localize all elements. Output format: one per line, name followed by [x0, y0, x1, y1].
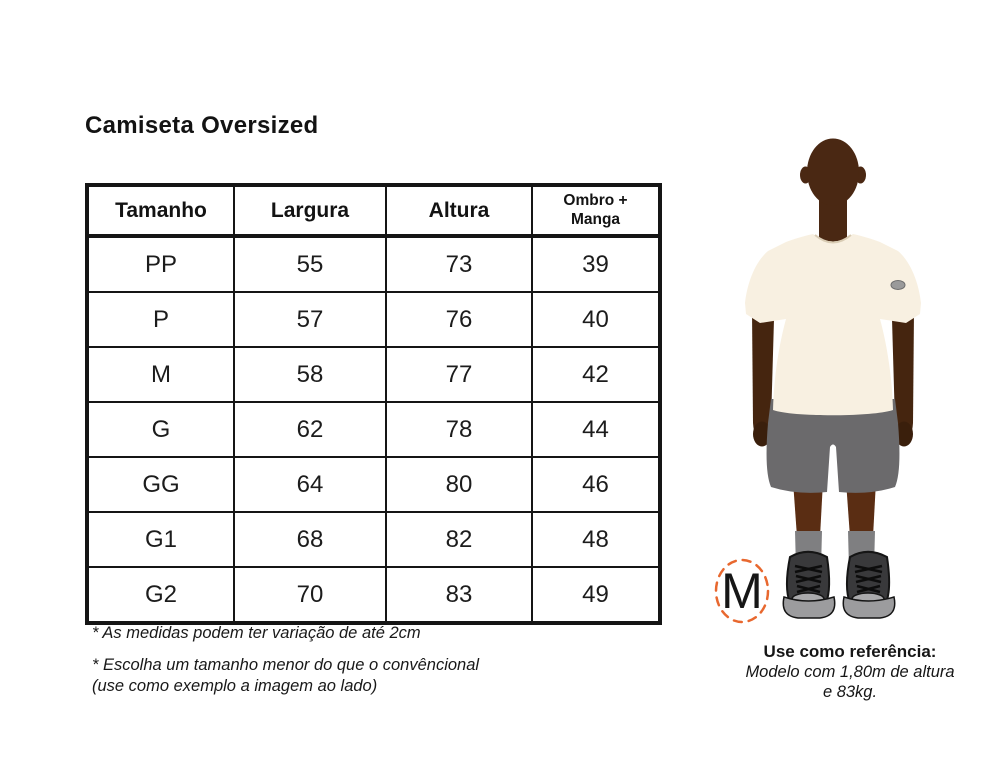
model-right-hand [895, 421, 913, 447]
right-sneaker-sole [842, 596, 896, 619]
right-sneaker-body [846, 550, 891, 604]
measurement-cell: 49 [531, 566, 661, 624]
measurement-cell: 82 [385, 511, 533, 568]
left-sneaker [782, 550, 836, 619]
table-row: PP 55 73 39 [86, 235, 661, 293]
reference-caption-line2: e 83kg. [822, 683, 878, 701]
model-right-arm [892, 311, 914, 440]
col-header-tamanho: Tamanho [86, 184, 235, 238]
model-figure: M [714, 138, 921, 624]
size-label-cell: G2 [86, 566, 235, 624]
size-table: Tamanho Largura Altura Ombro + Manga PP … [85, 183, 662, 625]
reference-caption-title: Use como referência: [763, 642, 937, 661]
measurement-cell: 80 [385, 456, 533, 513]
size-badge-letter: M [721, 563, 763, 619]
table-row: P 57 76 40 [86, 291, 661, 348]
note-measurement-variation: * As medidas podem ter variação de até 2… [92, 624, 421, 642]
model-shorts [766, 399, 900, 493]
right-sneaker-laces [854, 564, 883, 594]
table-row: M 58 77 42 [86, 346, 661, 403]
right-sneaker [842, 550, 896, 619]
model-head [807, 138, 859, 206]
model-right-leg [846, 481, 876, 537]
model-left-hand [753, 421, 771, 447]
measurement-cell: 57 [233, 291, 387, 348]
measurement-cell: 68 [233, 511, 387, 568]
measurement-cell: 39 [531, 235, 661, 293]
col-header-altura: Altura [385, 184, 533, 238]
left-sneaker-sole [782, 596, 836, 619]
measurement-cell: 58 [233, 346, 387, 403]
table-row: GG 64 80 46 [86, 456, 661, 513]
model-tshirt [745, 234, 921, 416]
col-header-largura: Largura [233, 184, 387, 238]
size-label-cell: G [86, 401, 235, 458]
table-row: G 62 78 44 [86, 401, 661, 458]
size-label-cell: PP [86, 235, 235, 293]
measurement-cell: 62 [233, 401, 387, 458]
page-title: Camiseta Oversized [85, 112, 319, 139]
size-badge-circle [714, 558, 770, 624]
reference-caption: Use como referência: Modelo com 1,80m de… [735, 641, 965, 702]
measurement-cell: 70 [233, 566, 387, 624]
measurement-cell: 44 [531, 401, 661, 458]
left-sneaker-laces [794, 564, 823, 594]
table-row: G2 70 83 49 [86, 566, 661, 624]
note-size-advice: * Escolha um tamanho menor do que o conv… [92, 656, 480, 695]
model-left-arm [752, 311, 774, 440]
size-label-cell: P [86, 291, 235, 348]
measurement-cell: 42 [531, 346, 661, 403]
measurement-cell: 76 [385, 291, 533, 348]
table-header-row: Tamanho Largura Altura Ombro + Manga [86, 184, 661, 238]
size-label-cell: G1 [86, 511, 235, 568]
measurement-cell: 83 [385, 566, 533, 624]
measurement-cell: 78 [385, 401, 533, 458]
reference-caption-line1: Modelo com 1,80m de altura [745, 663, 955, 681]
sleeve-logo [890, 280, 906, 290]
table-row: G1 68 82 48 [86, 511, 661, 568]
size-badge: M [714, 558, 770, 624]
measurement-cell: 40 [531, 291, 661, 348]
measurement-cell: 73 [385, 235, 533, 293]
model-left-leg [793, 481, 823, 537]
measurement-cell: 48 [531, 511, 661, 568]
measurement-cell: 64 [233, 456, 387, 513]
measurement-cell: 46 [531, 456, 661, 513]
model-collar-line [814, 234, 852, 244]
measurement-cell: 55 [233, 235, 387, 293]
left-sneaker-body [786, 550, 831, 604]
measurement-cell: 77 [385, 346, 533, 403]
col-header-ombro-manga: Ombro + Manga [531, 184, 661, 238]
size-label-cell: M [86, 346, 235, 403]
size-label-cell: GG [86, 456, 235, 513]
